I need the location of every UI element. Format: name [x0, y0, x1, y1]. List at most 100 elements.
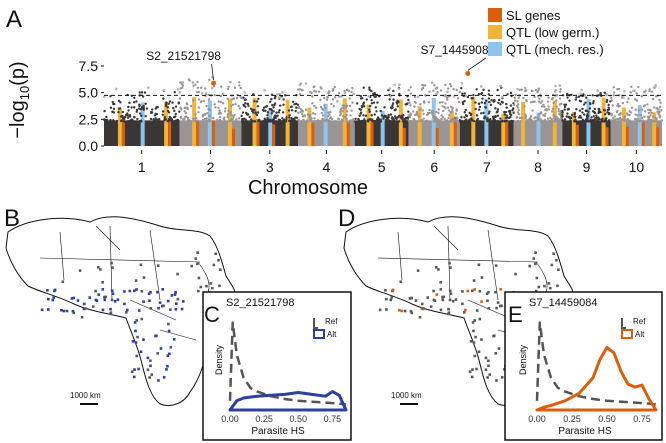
snp-point [273, 97, 277, 100]
snp-point [159, 120, 162, 123]
snp-point [654, 116, 657, 120]
snp-point [133, 96, 136, 100]
sample-point [154, 334, 157, 338]
sample-point [176, 297, 180, 301]
snp-point [326, 96, 329, 99]
sample-point [196, 251, 199, 254]
snp-point [639, 113, 642, 116]
snp-point [223, 116, 226, 119]
snp-point [407, 114, 411, 117]
sample-point [408, 297, 412, 300]
sample-point [135, 288, 138, 291]
snp-point [517, 108, 520, 112]
sample-point [442, 295, 446, 299]
x-tick-label: 0.00 [221, 414, 239, 424]
sample-point [486, 376, 489, 379]
snp-point [434, 115, 437, 119]
snp-point [583, 120, 587, 123]
highlighted-snp [465, 70, 471, 76]
snp-point [127, 105, 130, 109]
snp-point [500, 120, 504, 123]
snp-point [484, 99, 488, 102]
snp-point [242, 96, 245, 99]
snp-point [496, 114, 500, 117]
snp-point [501, 95, 504, 99]
snp-point [542, 103, 545, 107]
snp-point [146, 86, 150, 89]
snp-point [370, 102, 374, 105]
sample-point [398, 308, 401, 312]
alt-density-line [228, 390, 348, 412]
legend-ref-label-e: Ref [633, 317, 646, 326]
snp-point [461, 92, 464, 95]
legend-swatch [488, 8, 502, 22]
snp-point [224, 107, 227, 110]
snp-point [604, 112, 607, 116]
snp-point [456, 97, 460, 100]
snp-point [621, 101, 625, 105]
sample-point [477, 263, 481, 267]
snp-point [296, 103, 300, 106]
sample-point [410, 311, 414, 315]
snp-point [433, 84, 436, 87]
chromosome-tick-label: 6 [430, 159, 438, 175]
snp-point [516, 111, 520, 114]
sample-point [134, 279, 138, 282]
snp-point [618, 117, 621, 120]
snp-point [103, 109, 106, 113]
snp-point [172, 115, 176, 119]
qtl-low-germ-band [652, 112, 657, 146]
snp-point [644, 110, 647, 113]
snp-point [307, 120, 310, 123]
sl-gene-band [256, 118, 260, 146]
snp-point [431, 113, 435, 116]
sample-point [543, 284, 546, 288]
snp-point [464, 114, 468, 117]
snp-point [126, 114, 130, 117]
snp-point [593, 111, 597, 115]
snp-point [561, 94, 565, 97]
inset-ylabel-e: Density [518, 344, 528, 375]
sample-point [134, 329, 137, 333]
snp-point [185, 115, 188, 118]
country-border [487, 229, 499, 301]
snp-point [298, 92, 302, 96]
snp-point [437, 118, 440, 122]
country-border [149, 229, 161, 301]
sample-point [461, 290, 464, 293]
manhattan-plot: −log10(p) 0.0 2.5 5.0 7.5 1 2 3 4 5 6 7 8 9 10 Chrom… [7, 8, 664, 199]
sample-point [51, 298, 55, 302]
snp-point [368, 88, 371, 91]
snp-point [179, 116, 183, 120]
snp-point [644, 89, 647, 92]
snp-point [278, 104, 282, 107]
sample-point [528, 264, 531, 268]
snp-point [164, 104, 168, 108]
panel-label-a: A [6, 6, 22, 33]
sample-point [409, 309, 413, 313]
snp-point [630, 85, 633, 89]
snp-point [250, 120, 254, 123]
snp-point [368, 108, 371, 111]
sample-point [101, 280, 104, 284]
snp-point [288, 116, 291, 119]
sl-gene-band [625, 126, 629, 146]
snp-point [503, 110, 506, 114]
sample-point [552, 252, 555, 256]
sample-point [389, 298, 393, 302]
sample-point [500, 376, 504, 379]
snp-point [211, 116, 215, 120]
sample-point [196, 262, 199, 266]
snp-point [477, 102, 481, 105]
snp-point [586, 114, 590, 117]
sample-point [139, 350, 143, 354]
snp-point [498, 98, 501, 102]
snp-point [600, 120, 604, 123]
snp-point [210, 86, 214, 90]
sample-point [414, 299, 418, 302]
sl-gene-band [641, 122, 645, 146]
sample-point [147, 292, 151, 296]
snp-point [161, 113, 165, 116]
sample-point [172, 337, 176, 341]
snp-point [233, 86, 237, 89]
